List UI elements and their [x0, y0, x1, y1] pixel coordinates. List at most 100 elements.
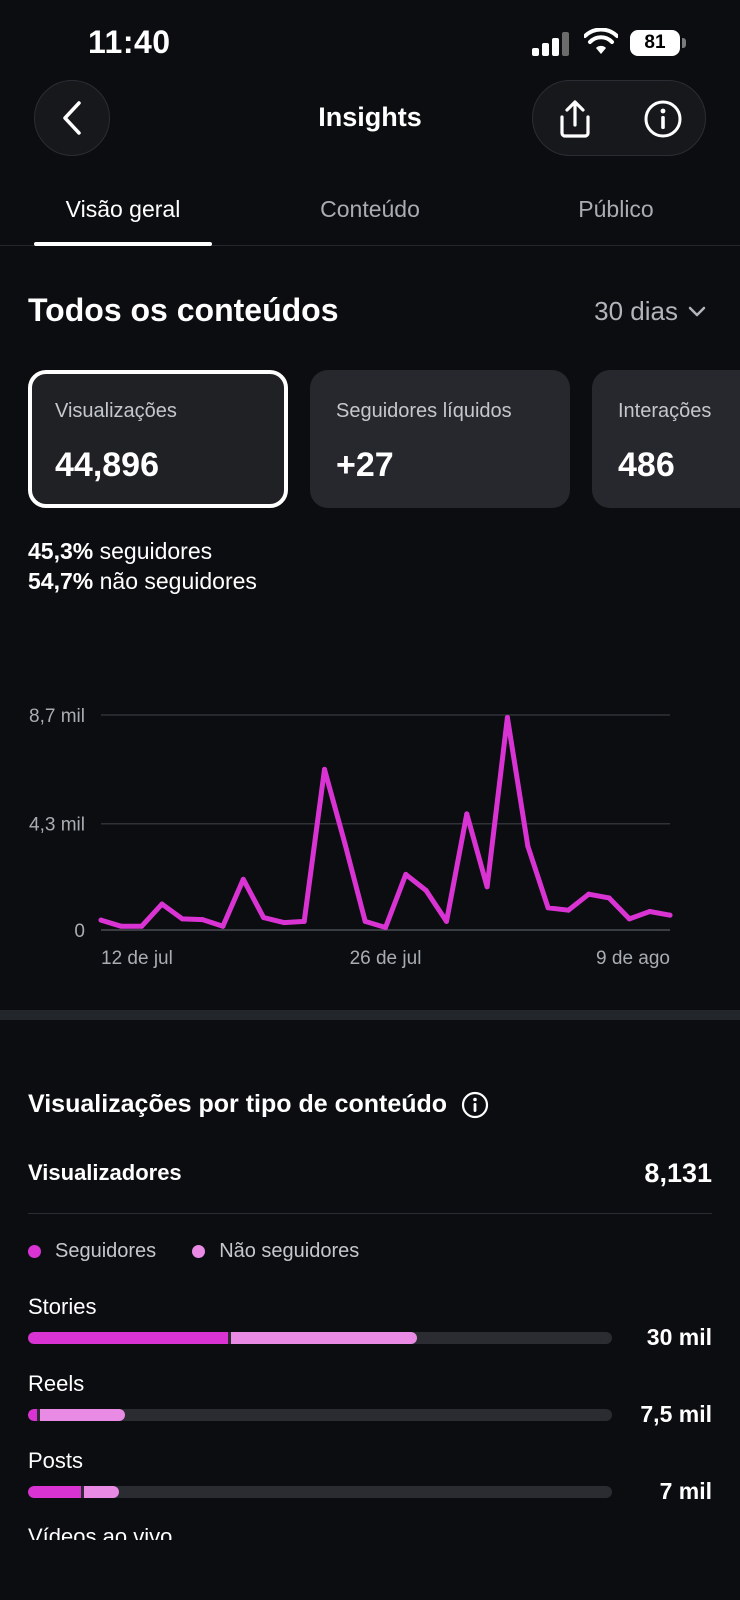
- content-type-bar: [28, 1409, 612, 1421]
- chevron-left-icon: [63, 101, 81, 135]
- views-data-point: [443, 918, 449, 924]
- views-line-chart: 8,7 mil 4,3 mil 0 12 de jul 26 de jul 9 de ag…: [29, 706, 673, 969]
- tab-audience[interactable]: Público: [578, 196, 654, 222]
- viewers-row: Visualizadores 8,131: [28, 1158, 712, 1214]
- views-data-point: [545, 905, 551, 911]
- views-data-point: [423, 887, 429, 893]
- nav-actions: [532, 80, 706, 156]
- bar-followers-segment: [28, 1332, 228, 1344]
- x-tick-label: 12 de jul: [101, 948, 173, 969]
- y-tick-label: 8,7 mil: [29, 706, 85, 727]
- metric-card-net-followers[interactable]: Seguidores líquidos +27: [310, 370, 570, 508]
- legend-label: Não seguidores: [219, 1240, 360, 1262]
- metric-value: 486: [618, 446, 675, 484]
- followers-split: 45,3% seguidores 54,7% não seguidores: [28, 536, 257, 596]
- views-data-point: [281, 920, 287, 926]
- section-title: Todos os conteúdos: [28, 292, 339, 328]
- views-data-point: [383, 925, 388, 931]
- info-button[interactable]: [639, 95, 687, 143]
- content-type-row-posts: Posts 7 mil: [28, 1448, 712, 1518]
- bar-legend: Seguidores Não seguidores: [28, 1240, 359, 1263]
- bar-followers-segment: [28, 1486, 82, 1498]
- legend-non-followers: Não seguidores: [192, 1240, 359, 1263]
- content-type-row-reels: Reels 7,5 mil: [28, 1371, 712, 1441]
- views-data-point: [322, 766, 328, 772]
- content-type-row-stories: Stories 30 mil: [28, 1294, 712, 1364]
- views-data-point: [464, 811, 470, 817]
- views-data-point: [647, 908, 653, 914]
- content-type-value: 7 mil: [659, 1478, 712, 1504]
- views-data-point: [240, 876, 246, 882]
- tab-content[interactable]: Conteúdo: [320, 196, 420, 222]
- views-data-point: [159, 901, 165, 907]
- views-data-point: [342, 841, 348, 847]
- content-type-value: 7,5 mil: [640, 1401, 712, 1427]
- views-data-point: [565, 907, 571, 913]
- cellular-signal-icon: [532, 32, 569, 56]
- views-data-point: [98, 917, 104, 923]
- content-type-value: 30 mil: [646, 1324, 712, 1350]
- info-icon[interactable]: [461, 1091, 489, 1119]
- y-tick-label: 4,3 mil: [29, 815, 85, 836]
- views-data-point: [220, 923, 226, 929]
- metric-card-interactions[interactable]: Interações 486: [592, 370, 740, 508]
- legend-label: Seguidores: [55, 1240, 157, 1262]
- chevron-down-icon: [688, 306, 706, 316]
- content-type-title: Visualizações por tipo de conteúdo: [28, 1090, 489, 1119]
- views-data-point: [586, 891, 592, 897]
- followers-share: 45,3% seguidores: [28, 538, 213, 564]
- legend-dot: [28, 1245, 41, 1258]
- metric-label: Seguidores líquidos: [336, 400, 512, 422]
- x-tick-label: 9 de ago: [596, 948, 670, 969]
- content-type-title-text: Visualizações por tipo de conteúdo: [28, 1090, 448, 1118]
- legend-dot: [192, 1245, 206, 1258]
- viewers-label: Visualizadores: [28, 1160, 182, 1185]
- content-type-bar: [28, 1332, 612, 1344]
- tab-active-indicator: [34, 242, 212, 246]
- bar-non-followers-segment: [40, 1409, 126, 1421]
- content-type-bar: [28, 1486, 612, 1498]
- legend-followers: Seguidores: [28, 1240, 156, 1263]
- share-button[interactable]: [551, 95, 599, 143]
- range-selector[interactable]: 30 dias: [594, 296, 706, 327]
- share-icon: [560, 100, 590, 138]
- battery-level: 81: [630, 30, 680, 56]
- nav-bar: Insights: [0, 80, 740, 160]
- content-type-row-live: Vídeos ao vivo: [28, 1524, 172, 1540]
- views-data-point: [484, 884, 490, 890]
- tab-overview[interactable]: Visão geral: [65, 196, 181, 222]
- range-label: 30 dias: [594, 296, 678, 326]
- views-data-point: [301, 918, 307, 924]
- views-data-point: [626, 916, 632, 922]
- metric-label: Interações: [618, 400, 712, 422]
- metric-value: +27: [336, 446, 394, 484]
- metric-value: 44,896: [55, 446, 159, 484]
- views-data-point: [362, 918, 368, 924]
- back-button[interactable]: [34, 80, 110, 156]
- content-type-label: Posts: [28, 1448, 84, 1473]
- section-divider: [0, 1010, 740, 1020]
- views-data-point: [525, 843, 531, 849]
- views-data-point: [200, 917, 206, 923]
- views-data-point: [504, 714, 510, 720]
- views-data-point: [667, 912, 673, 918]
- viewers-value: 8,131: [644, 1158, 712, 1188]
- views-data-point: [118, 923, 124, 929]
- bar-followers-segment: [28, 1409, 38, 1421]
- bar-non-followers-segment: [230, 1332, 418, 1344]
- wifi-icon: [584, 28, 618, 54]
- views-series-line: [98, 715, 673, 930]
- views-data-point: [261, 915, 267, 921]
- content-type-label: Stories: [28, 1294, 97, 1319]
- metric-card-views[interactable]: Visualizações 44,896: [28, 370, 288, 508]
- views-data-point: [139, 923, 145, 929]
- views-data-point: [606, 895, 612, 901]
- x-tick-label: 26 de jul: [350, 948, 422, 969]
- page-title: Insights: [318, 102, 422, 132]
- non-followers-share: 54,7% não seguidores: [28, 568, 257, 594]
- battery-icon: 81: [630, 30, 686, 56]
- tab-bar: Visão geral Conteúdo Público: [0, 186, 740, 246]
- status-bar: 11:40 81: [0, 0, 740, 84]
- info-icon: [644, 100, 682, 138]
- y-tick-label: 0: [74, 921, 85, 942]
